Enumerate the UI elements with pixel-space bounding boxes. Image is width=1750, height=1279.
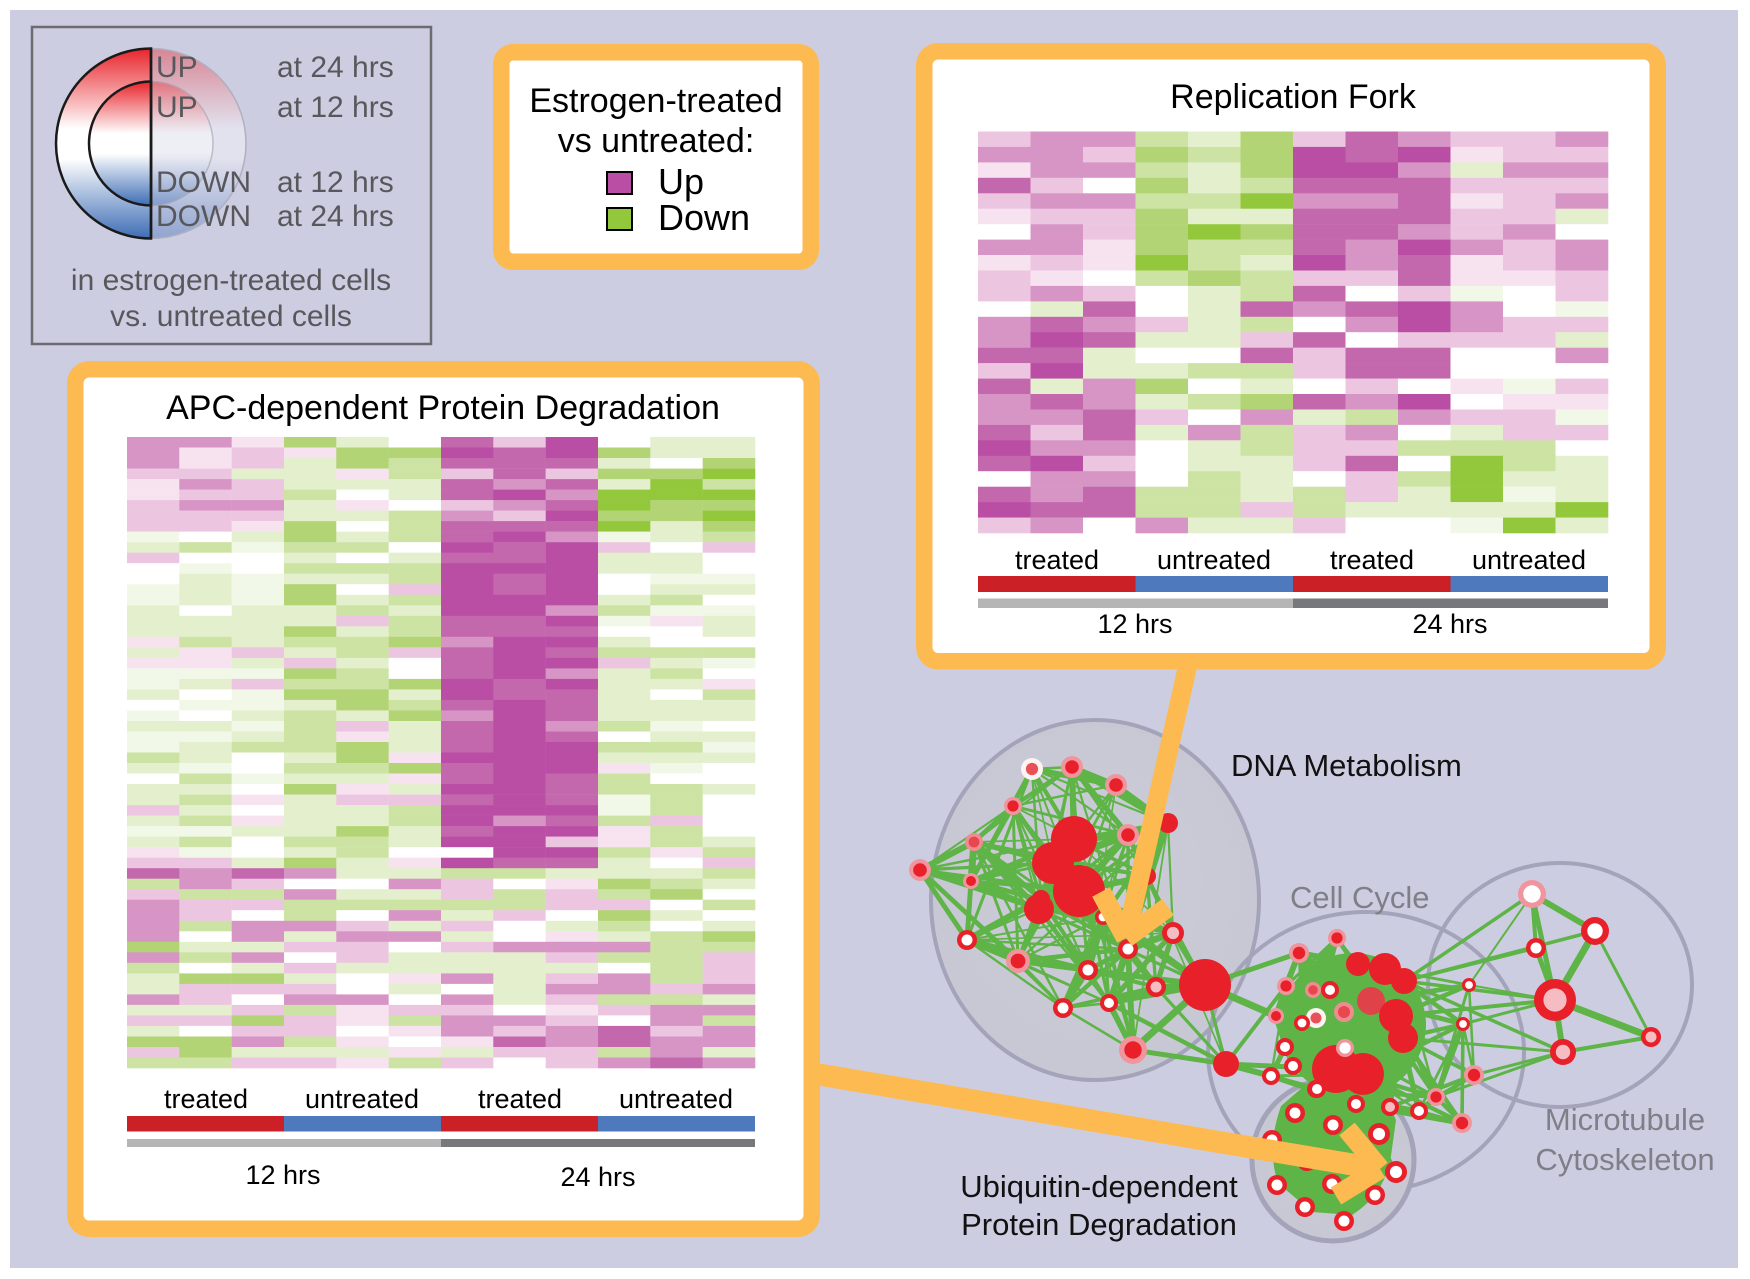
svg-text:treated: treated: [478, 1084, 562, 1114]
svg-text:at 12 hrs: at 12 hrs: [277, 166, 394, 199]
svg-text:treated: treated: [164, 1084, 248, 1114]
svg-text:Microtubule: Microtubule: [1545, 1102, 1705, 1137]
svg-text:APC-dependent Protein Degradat: APC-dependent Protein Degradation: [166, 389, 720, 427]
svg-text:DNA Metabolism: DNA Metabolism: [1231, 748, 1462, 783]
svg-text:untreated: untreated: [305, 1084, 419, 1114]
svg-text:Cell Cycle: Cell Cycle: [1290, 880, 1430, 915]
svg-text:UP: UP: [156, 91, 198, 124]
svg-text:12 hrs: 12 hrs: [1097, 609, 1172, 639]
svg-text:at 24 hrs: at 24 hrs: [277, 200, 394, 233]
svg-text:Estrogen-treated: Estrogen-treated: [529, 82, 782, 120]
svg-text:in estrogen-treated cells: in estrogen-treated cells: [71, 264, 391, 297]
svg-text:Cytoskeleton: Cytoskeleton: [1535, 1142, 1714, 1177]
svg-text:DOWN: DOWN: [156, 166, 251, 199]
svg-text:vs. untreated cells: vs. untreated cells: [110, 300, 352, 333]
svg-text:Down: Down: [658, 197, 750, 238]
svg-text:UP: UP: [156, 51, 198, 84]
svg-text:12 hrs: 12 hrs: [245, 1160, 320, 1190]
svg-text:Up: Up: [658, 161, 704, 202]
svg-text:24 hrs: 24 hrs: [1412, 609, 1487, 639]
svg-text:treated: treated: [1015, 545, 1099, 575]
svg-text:at 12 hrs: at 12 hrs: [277, 91, 394, 124]
svg-text:Replication Fork: Replication Fork: [1170, 78, 1417, 116]
svg-text:untreated: untreated: [1472, 545, 1586, 575]
svg-text:untreated: untreated: [1157, 545, 1271, 575]
svg-text:vs untreated:: vs untreated:: [558, 122, 755, 160]
svg-text:DOWN: DOWN: [156, 200, 251, 233]
svg-text:Protein Degradation: Protein Degradation: [961, 1207, 1237, 1242]
svg-text:treated: treated: [1330, 545, 1414, 575]
svg-text:at 24 hrs: at 24 hrs: [277, 51, 394, 84]
svg-text:untreated: untreated: [619, 1084, 733, 1114]
svg-text:Ubiquitin-dependent: Ubiquitin-dependent: [960, 1169, 1238, 1204]
svg-text:24 hrs: 24 hrs: [560, 1162, 635, 1192]
